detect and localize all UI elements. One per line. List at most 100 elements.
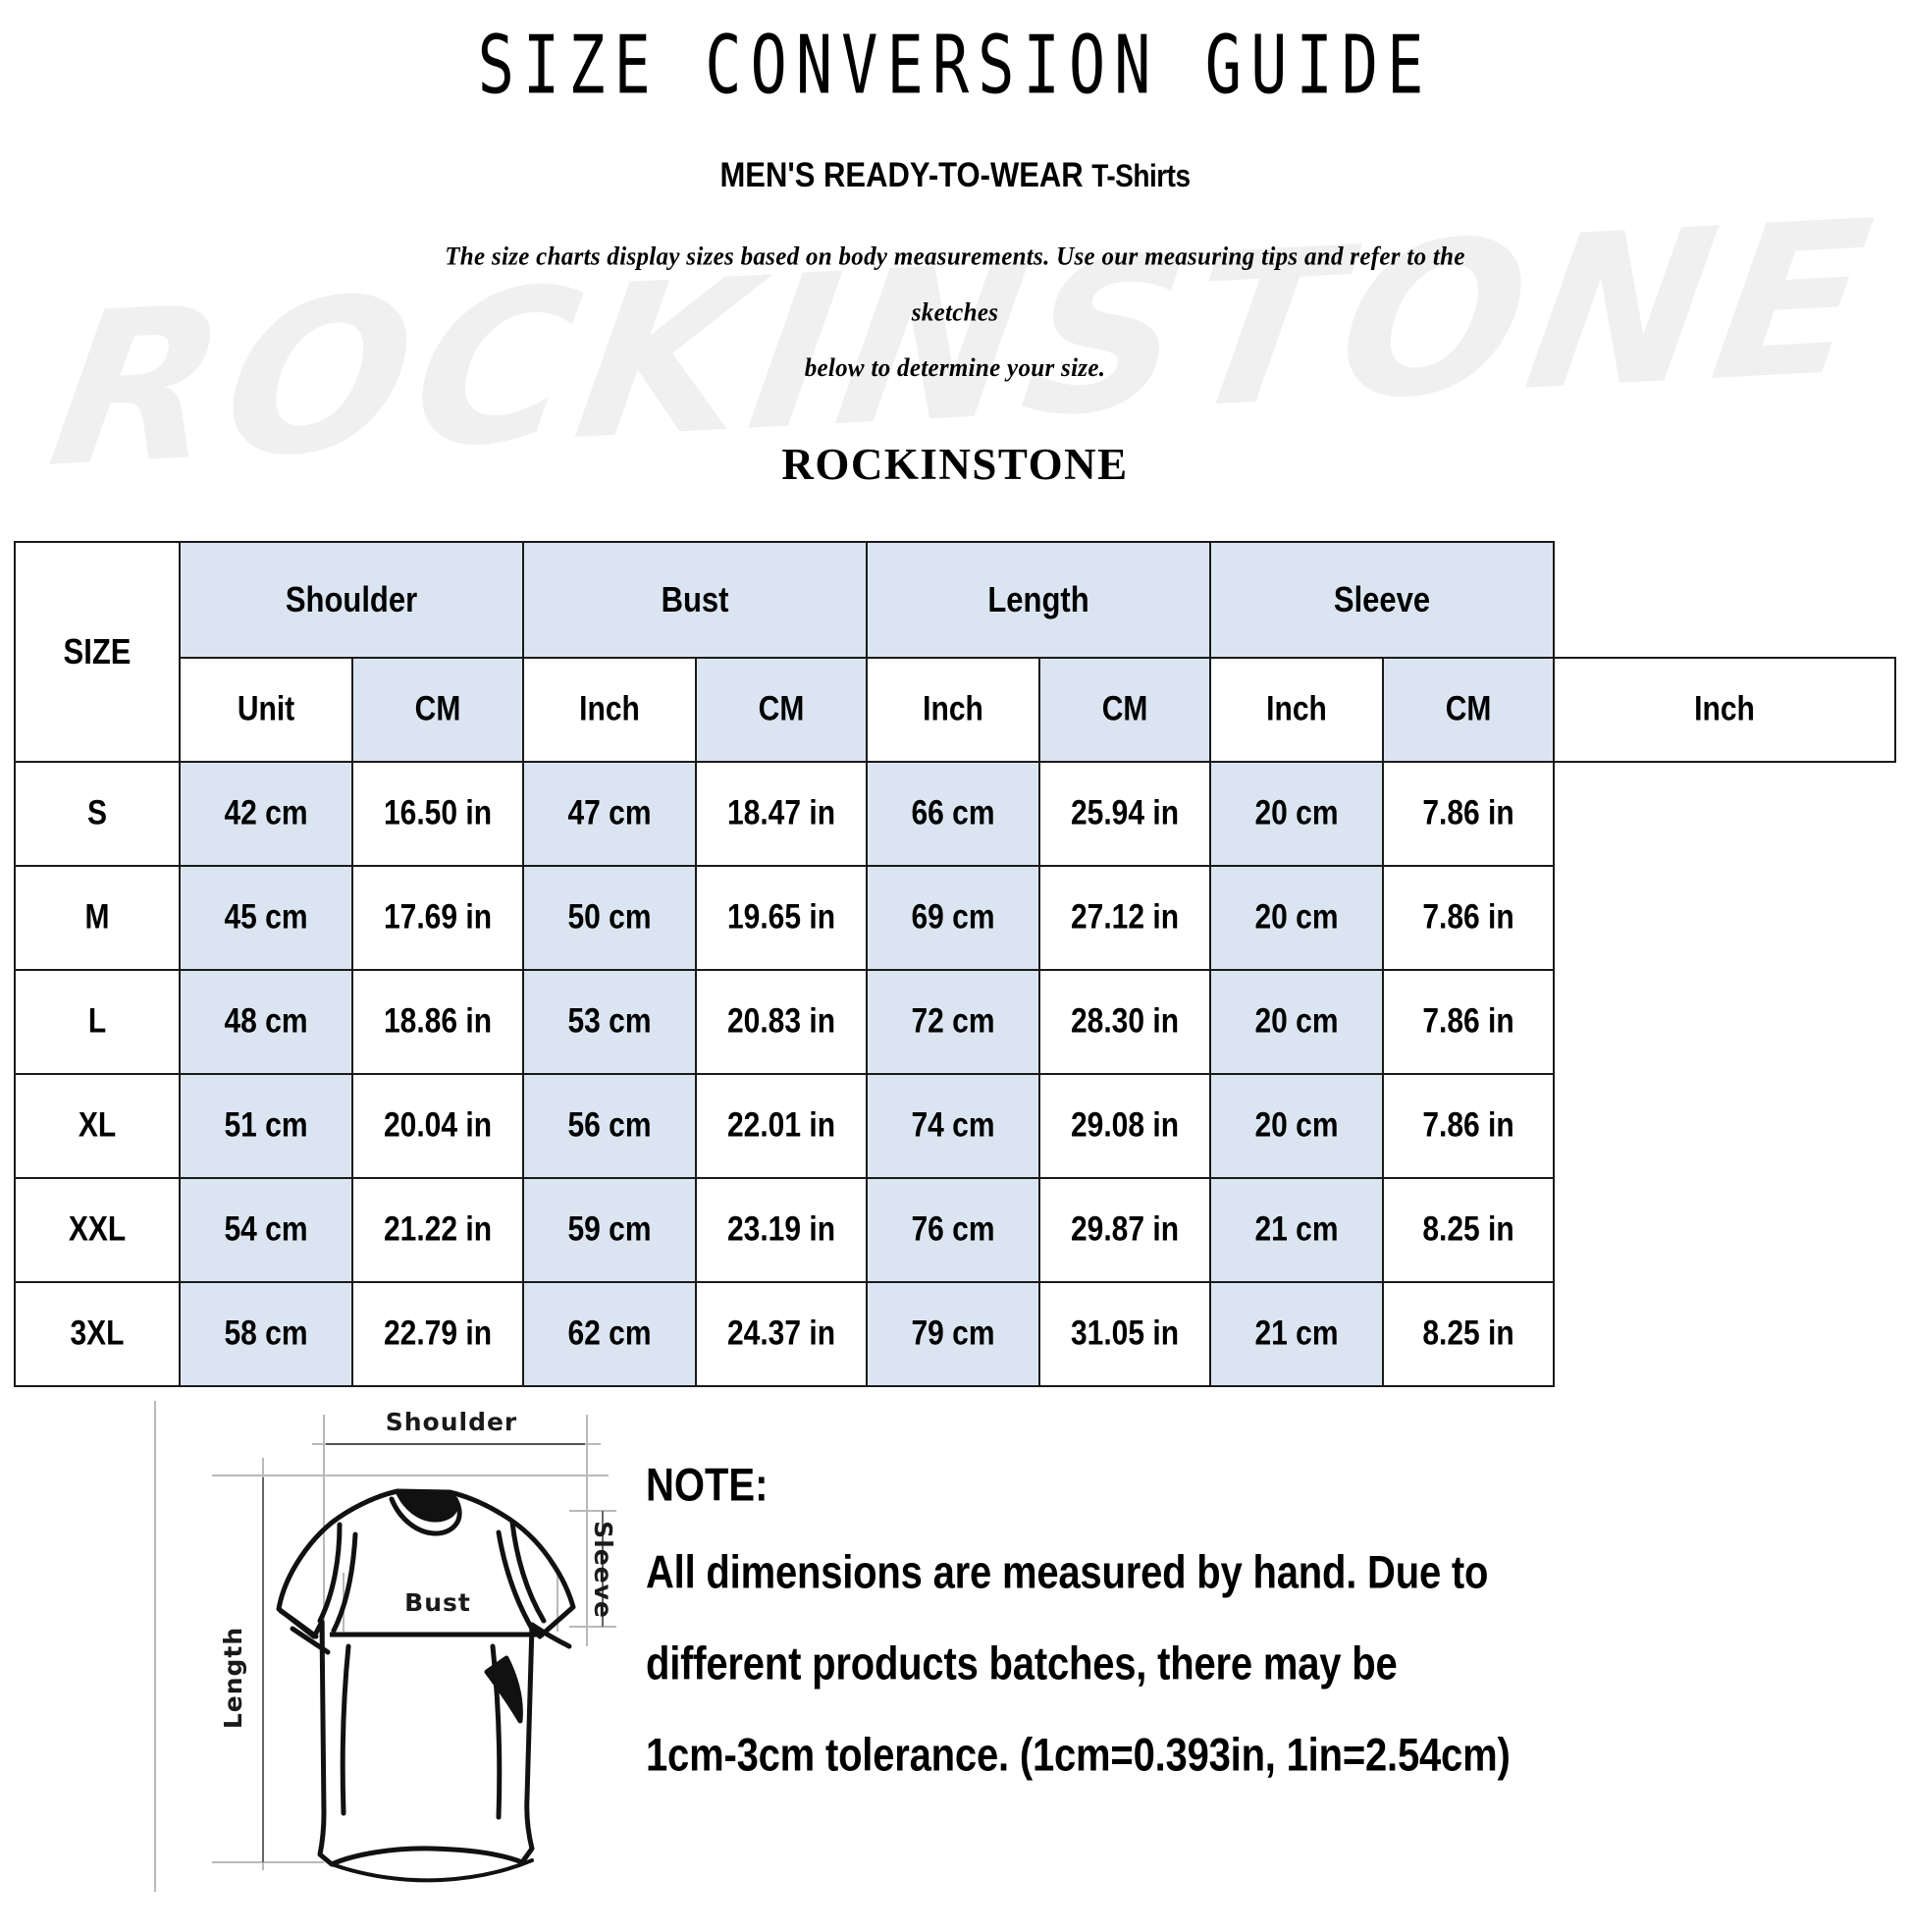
table-body: S 42 cm 16.50 in 47 cm 18.47 in 66 cm 25… [14, 761, 1895, 1388]
header-unit-length-inch: Inch [1209, 657, 1385, 764]
cell-sleeve-cm: 20 cm [1209, 865, 1385, 972]
cell-shoulder-inch: 22.79 in [351, 1281, 524, 1388]
cell-bust-cm: 59 cm [522, 1177, 697, 1284]
cell-sleeve-inch: 7.86 in [1382, 969, 1556, 1076]
cell-shoulder-inch: 17.69 in [351, 865, 524, 972]
brand-name: ROCKINSTONE [781, 440, 1129, 490]
subtitle-category: MEN'S READY-TO-WEAR [719, 155, 1084, 195]
cell-shoulder-cm: 51 cm [179, 1073, 353, 1180]
note-title: NOTE: [646, 1460, 769, 1512]
cell-shoulder-cm: 45 cm [179, 865, 353, 972]
cell-sleeve-inch: 7.86 in [1382, 1073, 1556, 1180]
cell-length-cm: 66 cm [866, 761, 1041, 868]
cell-sleeve-cm: 21 cm [1209, 1177, 1385, 1284]
note-line-3: 1cm-3cm tolerance. (1cm=0.393in, 1in=2.5… [646, 1730, 1511, 1782]
header-unit-shoulder-inch: Inch [522, 657, 697, 764]
diagram-label-bust: Bust [404, 1588, 471, 1617]
cell-shoulder-cm: 58 cm [179, 1281, 353, 1388]
cell-length-inch: 27.12 in [1038, 865, 1212, 972]
cell-size: 3XL [14, 1281, 181, 1388]
cell-length-cm: 69 cm [866, 865, 1041, 972]
note-block: NOTE: All dimensions are measured by han… [646, 1401, 1910, 1821]
size-guide-page: SIZE CONVERSION GUIDE MEN'S READY-TO-WEA… [0, 18, 1910, 1893]
cell-shoulder-cm: 54 cm [179, 1177, 353, 1284]
cell-shoulder-cm: 42 cm [179, 761, 353, 868]
tshirt-measurement-diagram: Shoulder Sleeve Length [147, 1401, 618, 1893]
cell-bust-inch: 20.83 in [694, 969, 869, 1076]
cell-shoulder-inch: 18.86 in [351, 969, 524, 1076]
cell-size: XXL [14, 1177, 181, 1284]
diagram-label-shoulder: Shoulder [386, 1408, 518, 1436]
tshirt-outline-icon [276, 1488, 576, 1883]
header-group-length: Length [866, 541, 1212, 660]
tshirt-diagram-svg: Shoulder Sleeve Length [154, 1401, 617, 1893]
cell-length-inch: 29.87 in [1038, 1177, 1212, 1284]
header-size: SIZE [14, 541, 181, 764]
header-group-bust: Bust [521, 541, 869, 660]
cell-length-inch: 29.08 in [1038, 1073, 1212, 1180]
description-text: The size charts display sizes based on b… [405, 230, 1505, 396]
header-unit-sleeve-inch: Inch [1553, 657, 1896, 764]
diagram-label-sleeve: Sleeve [589, 1522, 617, 1620]
cell-bust-inch: 18.47 in [694, 761, 869, 868]
cell-sleeve-cm: 20 cm [1209, 761, 1385, 868]
table-header-groups: SIZE Shoulder Bust Length Sleeve [14, 541, 1895, 764]
size-conversion-table: SIZE Shoulder Bust Length Sleeve [14, 541, 1896, 1388]
cell-sleeve-inch: 8.25 in [1382, 1281, 1556, 1388]
table-header-units: Unit CM Inch CM Inch CM Inch CM Inch [15, 657, 1896, 764]
table-row: L 48 cm 18.86 in 53 cm 20.83 in 72 cm 28… [14, 969, 1895, 1076]
cell-bust-cm: 56 cm [522, 1073, 697, 1180]
cell-sleeve-cm: 20 cm [1209, 1073, 1385, 1180]
cell-size: M [14, 865, 181, 972]
cell-bust-inch: 22.01 in [694, 1073, 869, 1180]
size-table-wrapper: SIZE Shoulder Bust Length Sleeve [14, 541, 1896, 1388]
cell-shoulder-inch: 20.04 in [351, 1073, 524, 1180]
header-unit-bust-inch: Inch [866, 657, 1041, 764]
cell-sleeve-inch: 7.86 in [1382, 865, 1556, 972]
header-group-sleeve: Sleeve [1209, 541, 1556, 660]
subtitle-product: T-Shirts [1091, 158, 1191, 194]
cell-length-inch: 25.94 in [1038, 761, 1212, 868]
cell-shoulder-cm: 48 cm [179, 969, 353, 1076]
cell-bust-cm: 53 cm [522, 969, 697, 1076]
note-line-1: All dimensions are measured by hand. Due… [646, 1547, 1489, 1599]
table-row: 3XL 58 cm 22.79 in 62 cm 24.37 in 79 cm … [14, 1281, 1895, 1388]
header-unit-length-cm: CM [1038, 657, 1212, 764]
description-line-2: below to determine your size. [804, 353, 1106, 383]
cell-bust-cm: 62 cm [522, 1281, 697, 1388]
header-unit-bust-cm: CM [694, 657, 869, 764]
cell-length-cm: 74 cm [866, 1073, 1041, 1180]
table-row: XL 51 cm 20.04 in 56 cm 22.01 in 74 cm 2… [14, 1073, 1895, 1180]
cell-bust-cm: 47 cm [522, 761, 697, 868]
cell-size: L [14, 969, 181, 1076]
cell-shoulder-inch: 16.50 in [351, 761, 524, 868]
cell-bust-inch: 19.65 in [694, 865, 869, 972]
page-title: SIZE CONVERSION GUIDE [477, 18, 1433, 113]
cell-length-cm: 76 cm [866, 1177, 1041, 1284]
cell-bust-cm: 50 cm [522, 865, 697, 972]
cell-sleeve-inch: 8.25 in [1382, 1177, 1556, 1284]
table-row: M 45 cm 17.69 in 50 cm 19.65 in 69 cm 27… [14, 865, 1895, 972]
header-unit-sleeve-cm: CM [1382, 657, 1556, 764]
cell-bust-inch: 23.19 in [694, 1177, 869, 1284]
cell-sleeve-cm: 21 cm [1209, 1281, 1385, 1388]
cell-shoulder-inch: 21.22 in [351, 1177, 524, 1284]
note-line-2: different products batches, there may be [646, 1638, 1398, 1690]
diagram-label-length: Length [219, 1627, 247, 1729]
description-line-1: The size charts display sizes based on b… [445, 242, 1465, 327]
table-row: S 42 cm 16.50 in 47 cm 18.47 in 66 cm 25… [14, 761, 1895, 868]
cell-sleeve-cm: 20 cm [1209, 969, 1385, 1076]
cell-size: S [14, 761, 181, 868]
header-group-shoulder: Shoulder [179, 541, 524, 660]
cell-length-cm: 72 cm [866, 969, 1041, 1076]
cell-length-cm: 79 cm [866, 1281, 1041, 1388]
cell-bust-inch: 24.37 in [694, 1281, 869, 1388]
page-subtitle: MEN'S READY-TO-WEAR T-Shirts [0, 155, 1910, 195]
header-unit-label: Unit [179, 657, 353, 764]
header-unit-shoulder-cm: CM [351, 657, 524, 764]
table-row: XXL 54 cm 21.22 in 59 cm 23.19 in 76 cm … [14, 1177, 1895, 1284]
cell-size: XL [14, 1073, 181, 1180]
cell-length-inch: 31.05 in [1038, 1281, 1212, 1388]
bottom-section: Shoulder Sleeve Length [0, 1401, 1910, 1893]
cell-length-inch: 28.30 in [1038, 969, 1212, 1076]
